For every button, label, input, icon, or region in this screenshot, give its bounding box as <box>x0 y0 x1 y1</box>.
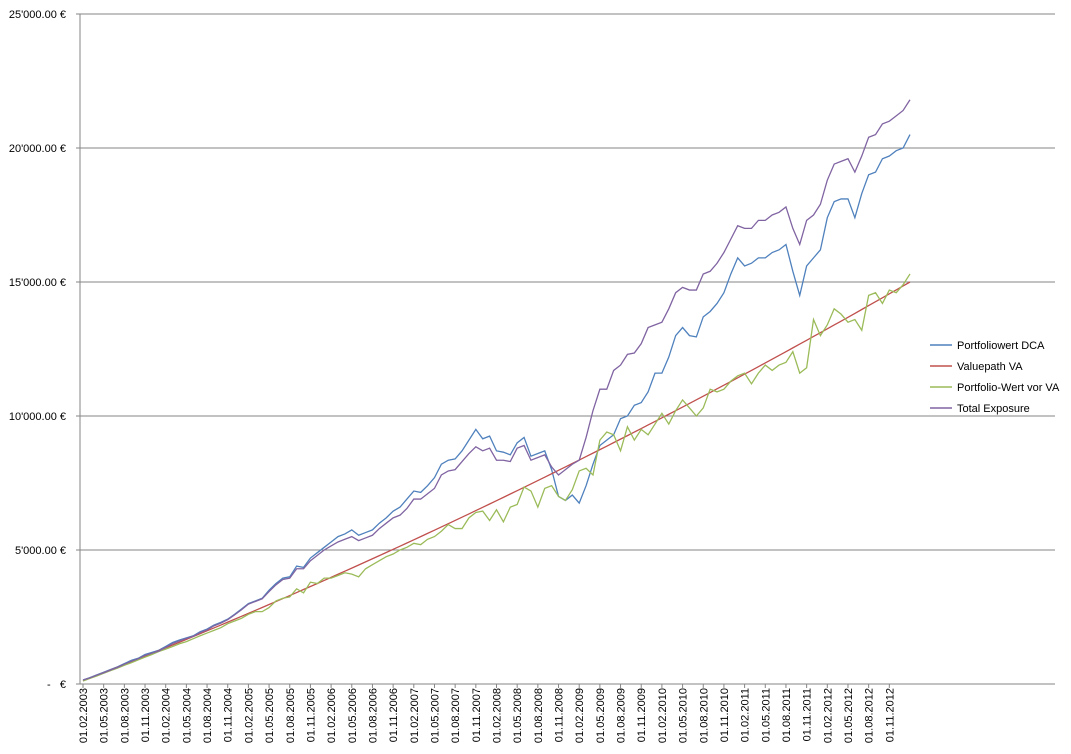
y-tick-label: - € <box>47 679 66 691</box>
x-tick-label: 01.02.2003 <box>78 688 90 743</box>
series-line <box>82 99 911 681</box>
y-tick-label: 10'000.00 € <box>9 411 66 423</box>
x-tick-label: 01.02.2004 <box>161 688 173 743</box>
x-tick-label: 01.08.2009 <box>616 688 628 743</box>
x-tick-label: 01.05.2011 <box>760 688 772 742</box>
x-tick-label: 01.02.2007 <box>409 688 421 743</box>
x-tick-label: 01.08.2011 <box>781 688 793 742</box>
x-tick-label: 01.11.2010 <box>719 688 731 742</box>
x-tick-label: 01.11.2011 <box>802 688 814 741</box>
x-tick-label: 01.11.2008 <box>554 688 566 742</box>
x-tick-label: 01.02.2012 <box>822 688 834 743</box>
x-tick-label: 01.02.2009 <box>574 688 586 743</box>
x-tick-label: 01.05.2012 <box>843 688 855 743</box>
x-tick-label: 01.05.2007 <box>429 688 441 743</box>
series-line <box>82 281 911 682</box>
x-tick-label: 01.02.2005 <box>243 688 255 743</box>
x-tick-label: 01.11.2012 <box>884 688 896 742</box>
x-tick-label: 01.11.2003 <box>140 688 152 742</box>
legend-label: Portfoliowert DCA <box>957 340 1045 352</box>
x-tick-label: 01.08.2010 <box>698 688 710 743</box>
x-tick-label: 01.02.2006 <box>326 688 338 743</box>
x-tick-label: 01.02.2008 <box>492 688 504 743</box>
series-line <box>82 273 911 682</box>
x-tick-label: 01.05.2005 <box>264 688 276 743</box>
legend-label: Total Exposure <box>957 403 1030 415</box>
x-tick-label: 01.11.2006 <box>388 688 400 742</box>
x-tick-label: 01.08.2006 <box>367 688 379 743</box>
legend-label: Valuepath VA <box>957 361 1023 373</box>
y-tick-label: 25'000.00 € <box>9 9 66 21</box>
series-line <box>82 134 911 681</box>
x-tick-label: 01.08.2003 <box>119 688 131 743</box>
x-tick-label: 01.08.2012 <box>864 688 876 743</box>
x-tick-label: 01.05.2003 <box>99 688 111 743</box>
y-tick-label: 20'000.00 € <box>9 143 66 155</box>
x-tick-label: 01.05.2006 <box>347 688 359 743</box>
x-tick-label: 01.08.2004 <box>202 688 214 743</box>
x-tick-label: 01.05.2004 <box>181 688 193 743</box>
x-tick-label: 01.11.2007 <box>471 688 483 742</box>
x-tick-label: 01.02.2010 <box>657 688 669 743</box>
x-tick-label: 01.05.2009 <box>595 688 607 743</box>
x-tick-label: 01.11.2004 <box>223 688 235 742</box>
y-tick-label: 5'000.00 € <box>15 545 66 557</box>
x-tick-label: 01.08.2005 <box>285 688 297 743</box>
x-tick-label: 01.11.2005 <box>305 688 317 742</box>
x-tick-label: 01.05.2008 <box>512 688 524 743</box>
x-tick-label: 01.08.2007 <box>450 688 462 743</box>
x-tick-label: 01.11.2009 <box>636 688 648 742</box>
legend-label: Portfolio-Wert vor VA <box>957 382 1060 394</box>
x-tick-label: 01.05.2010 <box>678 688 690 743</box>
x-tick-label: 01.02.2011 <box>740 688 752 742</box>
y-tick-label: 15'000.00 € <box>9 277 66 289</box>
x-tick-label: 01.08.2008 <box>533 688 545 743</box>
